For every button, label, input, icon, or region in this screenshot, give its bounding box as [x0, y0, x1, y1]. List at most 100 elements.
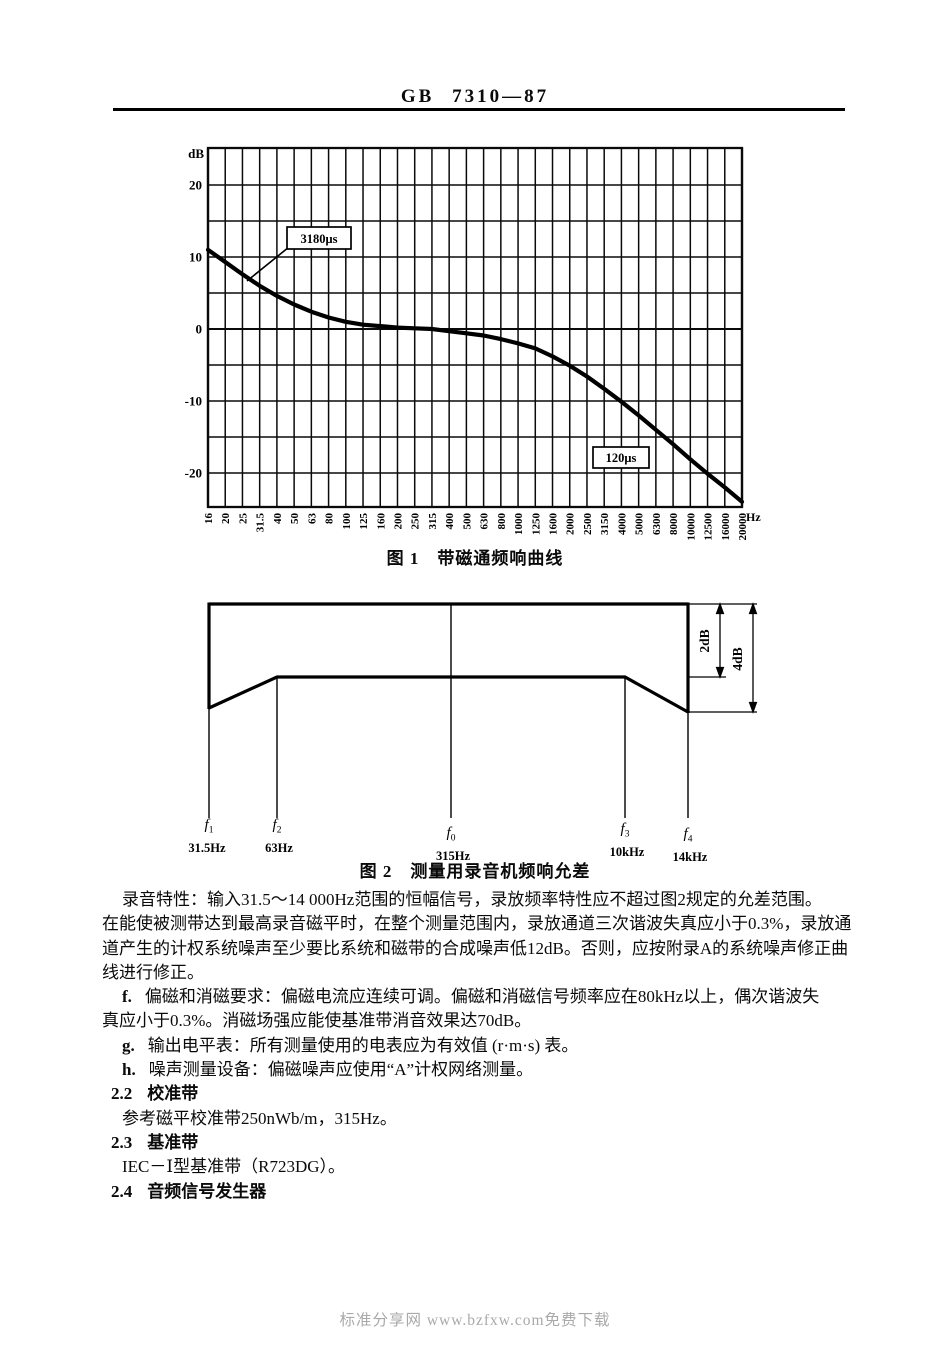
- x-tick-label: 160: [375, 513, 387, 530]
- line-text: 基准带: [147, 1132, 199, 1152]
- plot-border: [206, 146, 744, 509]
- y-axis-title: dB: [188, 146, 204, 161]
- line-text: 在能使被测带达到最高录音磁平时，在整个测量范围内，录放通道三次谐波失真应小于0.…: [102, 914, 852, 934]
- line-text: 噪声测量设备：偏磁噪声应使用“A”计权网络测量。: [148, 1060, 534, 1080]
- body-text: 录音特性：输入31.5～14 000Hz范围的恒幅信号，录放频率特性应不超过图2…: [102, 888, 864, 1204]
- marker-frequency: 315Hz: [436, 849, 470, 863]
- text-line-11: 2.3 基准带: [111, 1131, 864, 1155]
- x-tick-label: 200: [392, 513, 404, 530]
- annotation-box-120: [592, 446, 650, 469]
- x-tick-label: 800: [496, 513, 508, 530]
- line-text: 参考磁平校准带250nWb/m，315Hz。: [122, 1108, 397, 1128]
- line-lead: h.: [122, 1060, 136, 1080]
- grid: [206, 146, 744, 509]
- line-text: 输出电平表：所有测量使用的电表应为有效值 (r·m·s) 表。: [147, 1035, 579, 1055]
- dimension-label: 2dB: [697, 629, 712, 652]
- lower-limit-line: [208, 675, 689, 714]
- x-tick-label: 63: [306, 513, 318, 525]
- x-tick-label: 1000: [513, 513, 525, 536]
- x-tick-label: 25: [237, 513, 249, 525]
- x-tick-label: 4000: [616, 513, 628, 536]
- marker-symbol: f1: [205, 817, 214, 836]
- x-tick-label: 315: [427, 513, 439, 530]
- text-line-9: 2.2 校准带: [111, 1082, 864, 1106]
- text-line-2: 在能使被测带达到最高录音磁平时，在整个测量范围内，录放通道三次谐波失真应小于0.…: [102, 912, 864, 936]
- y-tick-label: -10: [185, 394, 202, 409]
- response-curve: [205, 247, 745, 504]
- text-line-12: IEC－Ⅰ型基准带（R723DG）。: [102, 1155, 864, 1179]
- tolerance-band: [207, 602, 690, 714]
- marker-symbol: f4: [684, 826, 693, 845]
- x-tick-label: 250: [410, 513, 422, 530]
- dimension-label: 4dB: [730, 647, 745, 670]
- x-tick-label: 400: [444, 513, 456, 530]
- text-line-3: 道产生的计权系统噪声至少要比系统和磁带的合成噪声低12dB。否则，应按附录A的系…: [102, 937, 864, 961]
- line-lead: g.: [122, 1035, 135, 1055]
- x-tick-label: 40: [272, 513, 284, 525]
- arrowhead-up: [715, 602, 725, 615]
- figure2-tolerance-diagram: 2dB 4dB f1 31.5Hz f2 63Hz f0 315Hz f3 10kHz f4 14kH…: [188, 602, 758, 864]
- text-line-8: h. 噪声测量设备：偏磁噪声应使用“A”计权网络测量。: [102, 1058, 864, 1082]
- x-tick-label: 50: [289, 513, 301, 525]
- annotation-leader: [246, 246, 290, 282]
- x-tick-label: 3150: [599, 513, 611, 536]
- standard-number: GB 7310—87: [400, 86, 550, 107]
- x-tick-label: 125: [358, 513, 370, 530]
- marker-symbol: f2: [273, 817, 282, 836]
- marker-frequency: 63Hz: [265, 841, 293, 855]
- line-lead: 2.2: [111, 1084, 133, 1104]
- x-tick-label: 100: [341, 513, 353, 530]
- line-lead: 2.4: [111, 1181, 133, 1201]
- x-tick-label: 6300: [651, 513, 663, 536]
- marker-frequency: 10kHz: [610, 845, 645, 859]
- text-line-10: 参考磁平校准带250nWb/m，315Hz。: [102, 1107, 864, 1131]
- header-rule: [113, 108, 845, 111]
- x-tick-label: 20: [220, 513, 232, 525]
- text-line-5: f. 偏磁和消磁要求：偏磁电流应连续可调。偏磁和消磁信号频率应在80kHz以上，偶…: [102, 985, 864, 1009]
- x-axis-labels: 16 20 25 31.5 40 50 63 80 100 125 160 200 250 315 400 5…: [203, 510, 761, 541]
- x-tick-label: 630: [479, 513, 491, 530]
- marker-frequency: 14kHz: [673, 850, 708, 864]
- x-tick-label: 80: [324, 513, 336, 525]
- annotation-label: 3180μs: [301, 232, 338, 246]
- y-tick-label: -20: [185, 466, 202, 481]
- line-lead: f.: [122, 987, 132, 1007]
- line-text: 偏磁和消磁要求：偏磁电流应连续可调。偏磁和消磁信号频率应在80kHz以上，偶次谐…: [144, 987, 820, 1007]
- x-tick-label: 5000: [634, 513, 646, 536]
- arrowhead-up: [748, 602, 758, 615]
- marker-frequency: 31.5Hz: [188, 841, 226, 855]
- line-text: 校准带: [147, 1084, 199, 1104]
- arrowhead-down: [715, 666, 725, 679]
- x-tick-label: 1600: [548, 513, 560, 536]
- x-tick-label: 10000: [685, 513, 697, 541]
- text-line-4: 线进行修正。: [102, 961, 864, 985]
- line-text: 道产生的计权系统噪声至少要比系统和磁带的合成噪声低12dB。否则，应按附录A的系…: [102, 938, 849, 958]
- text-line-7: g. 输出电平表：所有测量使用的电表应为有效值 (r·m·s) 表。: [102, 1034, 864, 1058]
- x-tick-label: 1250: [530, 513, 542, 536]
- x-tick-label: 2000: [565, 513, 577, 536]
- annotation-label: 120μs: [606, 451, 637, 465]
- y-tick-label: 10: [189, 250, 202, 265]
- line-text: 音频信号发生器: [147, 1181, 267, 1201]
- line-text: 真应小于0.3%。消磁场强应能使基准带消音效果达70dB。: [102, 1011, 532, 1031]
- x-tick-label: 16000: [720, 513, 732, 541]
- x-tick-label: 31.5: [255, 513, 267, 533]
- x-tick-label: 20000: [737, 513, 749, 541]
- annotation-box-3180: [286, 226, 352, 250]
- x-tick-label: 8000: [668, 513, 680, 536]
- arrowhead-down: [748, 701, 758, 714]
- figure1-caption: 图 1 带磁通频响曲线: [386, 549, 564, 568]
- text-line-13: 2.4 音频信号发生器: [111, 1180, 864, 1204]
- text-line-1: 录音特性：输入31.5～14 000Hz范围的恒幅信号，录放频率特性应不超过图2…: [102, 888, 864, 912]
- x-tick-label: 2500: [582, 513, 594, 536]
- line-text: IEC－Ⅰ型基准带（R723DG）。: [122, 1157, 345, 1177]
- line-text: 录音特性：输入31.5～14 000Hz范围的恒幅信号，录放频率特性应不超过图2…: [122, 890, 822, 909]
- x-tick-label: 500: [461, 513, 473, 530]
- watermark-footer: 标准分享网 www.bzfxw.com免费下载: [339, 1312, 611, 1329]
- x-tick-label: 12500: [703, 513, 715, 541]
- annotations: 3180μs 120μs: [246, 226, 650, 469]
- y-tick-label: 20: [189, 178, 202, 193]
- frequency-markers: [208, 604, 689, 818]
